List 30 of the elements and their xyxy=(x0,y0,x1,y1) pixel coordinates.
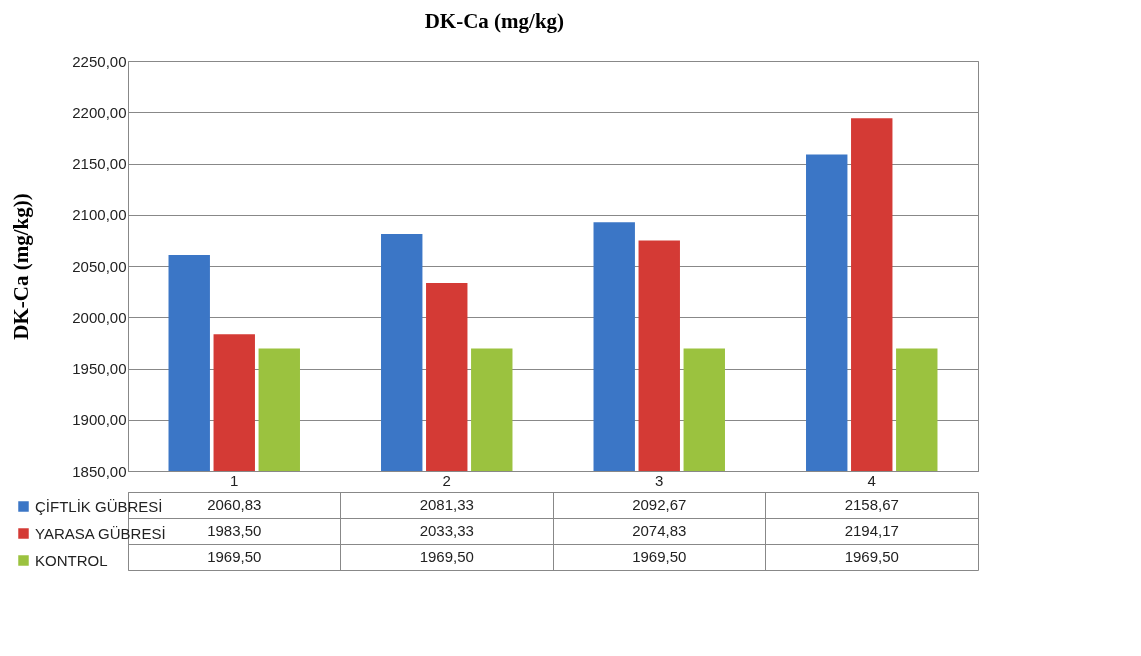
y-tick-label: 2100,00 xyxy=(72,206,127,224)
data-label: 1969,50 xyxy=(207,548,262,565)
y-tick-label: 2200,00 xyxy=(72,103,127,121)
y-tick-label: 1850,00 xyxy=(72,462,127,480)
y-tick-label: 1900,00 xyxy=(72,411,127,429)
legend-label: KONTROL xyxy=(35,551,108,569)
data-label: 1983,50 xyxy=(207,522,262,539)
legend-label: ÇİFTLİK GÜBRESİ xyxy=(35,497,163,515)
data-label: 1969,50 xyxy=(419,548,474,565)
data-label: 2194,17 xyxy=(844,522,899,539)
data-label: 2033,33 xyxy=(419,522,474,539)
x-tick-label: 3 xyxy=(655,471,664,489)
legend-label: YARASA GÜBRESİ xyxy=(35,524,166,542)
x-tick-label: 4 xyxy=(867,471,876,489)
y-tick-label: 2150,00 xyxy=(72,155,127,172)
x-tick-label: 2 xyxy=(442,471,451,489)
data-label: 2060,83 xyxy=(207,496,262,513)
y-tick-label: 2250,00 xyxy=(72,52,127,70)
data-label: 2092,67 xyxy=(632,496,687,513)
data-label: 1969,50 xyxy=(844,548,899,565)
data-label: 1969,50 xyxy=(632,548,687,565)
y-tick-label: 2000,00 xyxy=(72,308,127,326)
chart-title: DK-Ca (mg/kg) xyxy=(424,8,565,33)
y-tick-label: 1950,00 xyxy=(72,360,127,377)
data-label: 2158,67 xyxy=(844,496,899,513)
data-label: 2081,33 xyxy=(419,496,474,513)
x-tick-label: 1 xyxy=(230,471,239,489)
y-axis-title: DK-Ca (mg/kg)) xyxy=(9,193,34,340)
data-label: 2074,83 xyxy=(632,522,687,539)
y-tick-label: 2050,00 xyxy=(72,257,127,275)
